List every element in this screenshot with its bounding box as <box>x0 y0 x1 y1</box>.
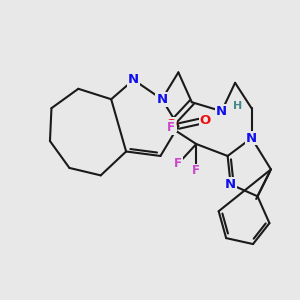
Text: N: N <box>225 178 236 191</box>
Text: O: O <box>165 118 176 131</box>
Text: F: F <box>192 164 200 177</box>
Text: N: N <box>216 105 227 118</box>
Text: F: F <box>167 121 175 134</box>
Text: N: N <box>128 73 139 86</box>
Text: N: N <box>246 132 257 145</box>
Text: N: N <box>156 93 167 106</box>
Text: O: O <box>200 114 211 127</box>
Text: H: H <box>232 101 242 111</box>
Text: F: F <box>174 157 182 170</box>
